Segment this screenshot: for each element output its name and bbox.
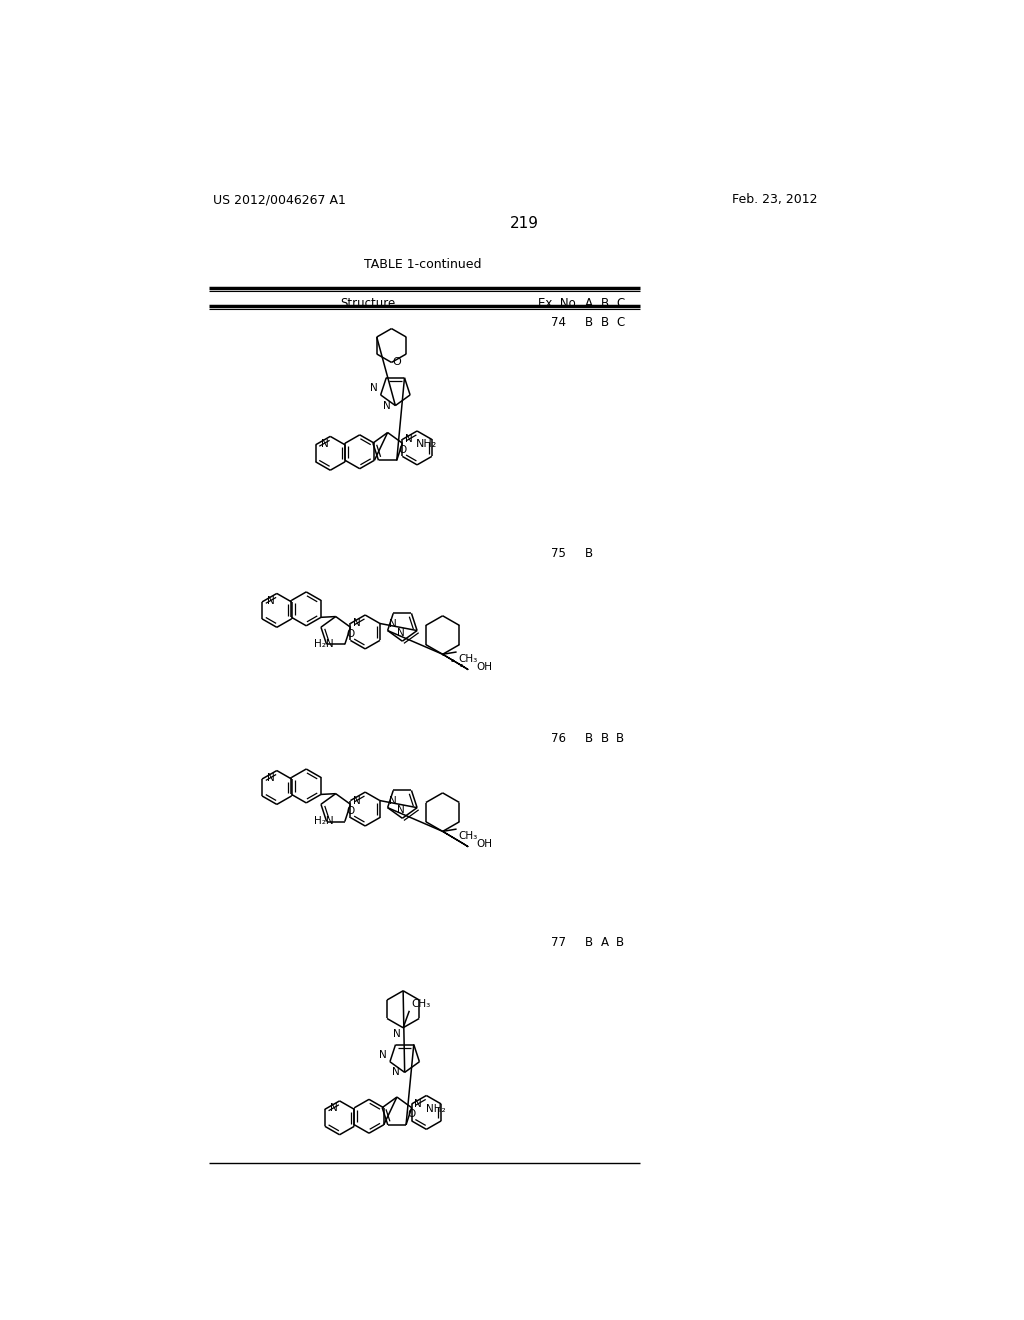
Text: B: B — [600, 317, 608, 329]
Text: O: O — [398, 445, 407, 454]
Text: A: A — [585, 297, 593, 310]
Text: CH₃: CH₃ — [458, 655, 477, 664]
Text: N: N — [267, 595, 275, 606]
Text: Ex. No.: Ex. No. — [538, 297, 579, 310]
Text: N: N — [267, 774, 275, 783]
Text: 76: 76 — [551, 733, 565, 744]
Text: 77: 77 — [551, 936, 565, 949]
Text: C: C — [616, 317, 625, 329]
Text: N: N — [389, 619, 397, 630]
Text: N: N — [397, 628, 404, 638]
Text: N: N — [393, 1030, 400, 1039]
Text: N: N — [370, 383, 378, 393]
Text: OH: OH — [477, 838, 493, 849]
Text: N: N — [389, 796, 397, 807]
Text: C: C — [616, 297, 625, 310]
Text: O: O — [408, 1109, 416, 1119]
Text: TABLE 1-continued: TABLE 1-continued — [364, 259, 481, 272]
Text: B: B — [585, 317, 593, 329]
Text: A: A — [601, 936, 608, 949]
Text: B: B — [600, 297, 608, 310]
Polygon shape — [442, 832, 468, 847]
Text: N: N — [414, 1100, 422, 1109]
Text: 75: 75 — [551, 548, 565, 560]
Text: B: B — [585, 936, 593, 949]
Text: Feb. 23, 2012: Feb. 23, 2012 — [732, 193, 818, 206]
Text: NH₂: NH₂ — [426, 1104, 445, 1114]
Text: B: B — [616, 733, 625, 744]
Text: N: N — [379, 1051, 387, 1060]
Text: N: N — [352, 796, 360, 805]
Text: N: N — [321, 438, 329, 449]
Text: NH₂: NH₂ — [417, 440, 437, 449]
Text: H₂N: H₂N — [313, 639, 334, 649]
Text: CH₃: CH₃ — [458, 832, 477, 841]
Text: 219: 219 — [510, 216, 540, 231]
Text: B: B — [585, 548, 593, 560]
Text: N: N — [397, 805, 404, 816]
Text: US 2012/0046267 A1: US 2012/0046267 A1 — [213, 193, 346, 206]
Text: O: O — [346, 805, 354, 816]
Text: N: N — [383, 400, 391, 411]
Text: H₂N: H₂N — [313, 816, 334, 826]
Text: 74: 74 — [551, 317, 565, 329]
Text: N: N — [392, 1068, 400, 1077]
Text: B: B — [616, 936, 625, 949]
Text: B: B — [600, 733, 608, 744]
Text: N: N — [352, 619, 360, 628]
Text: N: N — [404, 434, 413, 445]
Text: B: B — [585, 733, 593, 744]
Text: CH₃: CH₃ — [411, 999, 430, 1010]
Polygon shape — [442, 655, 468, 669]
Text: N: N — [331, 1104, 338, 1113]
Text: OH: OH — [477, 661, 493, 672]
Text: O: O — [392, 358, 401, 367]
Text: Structure: Structure — [341, 297, 396, 310]
Text: O: O — [346, 628, 354, 639]
